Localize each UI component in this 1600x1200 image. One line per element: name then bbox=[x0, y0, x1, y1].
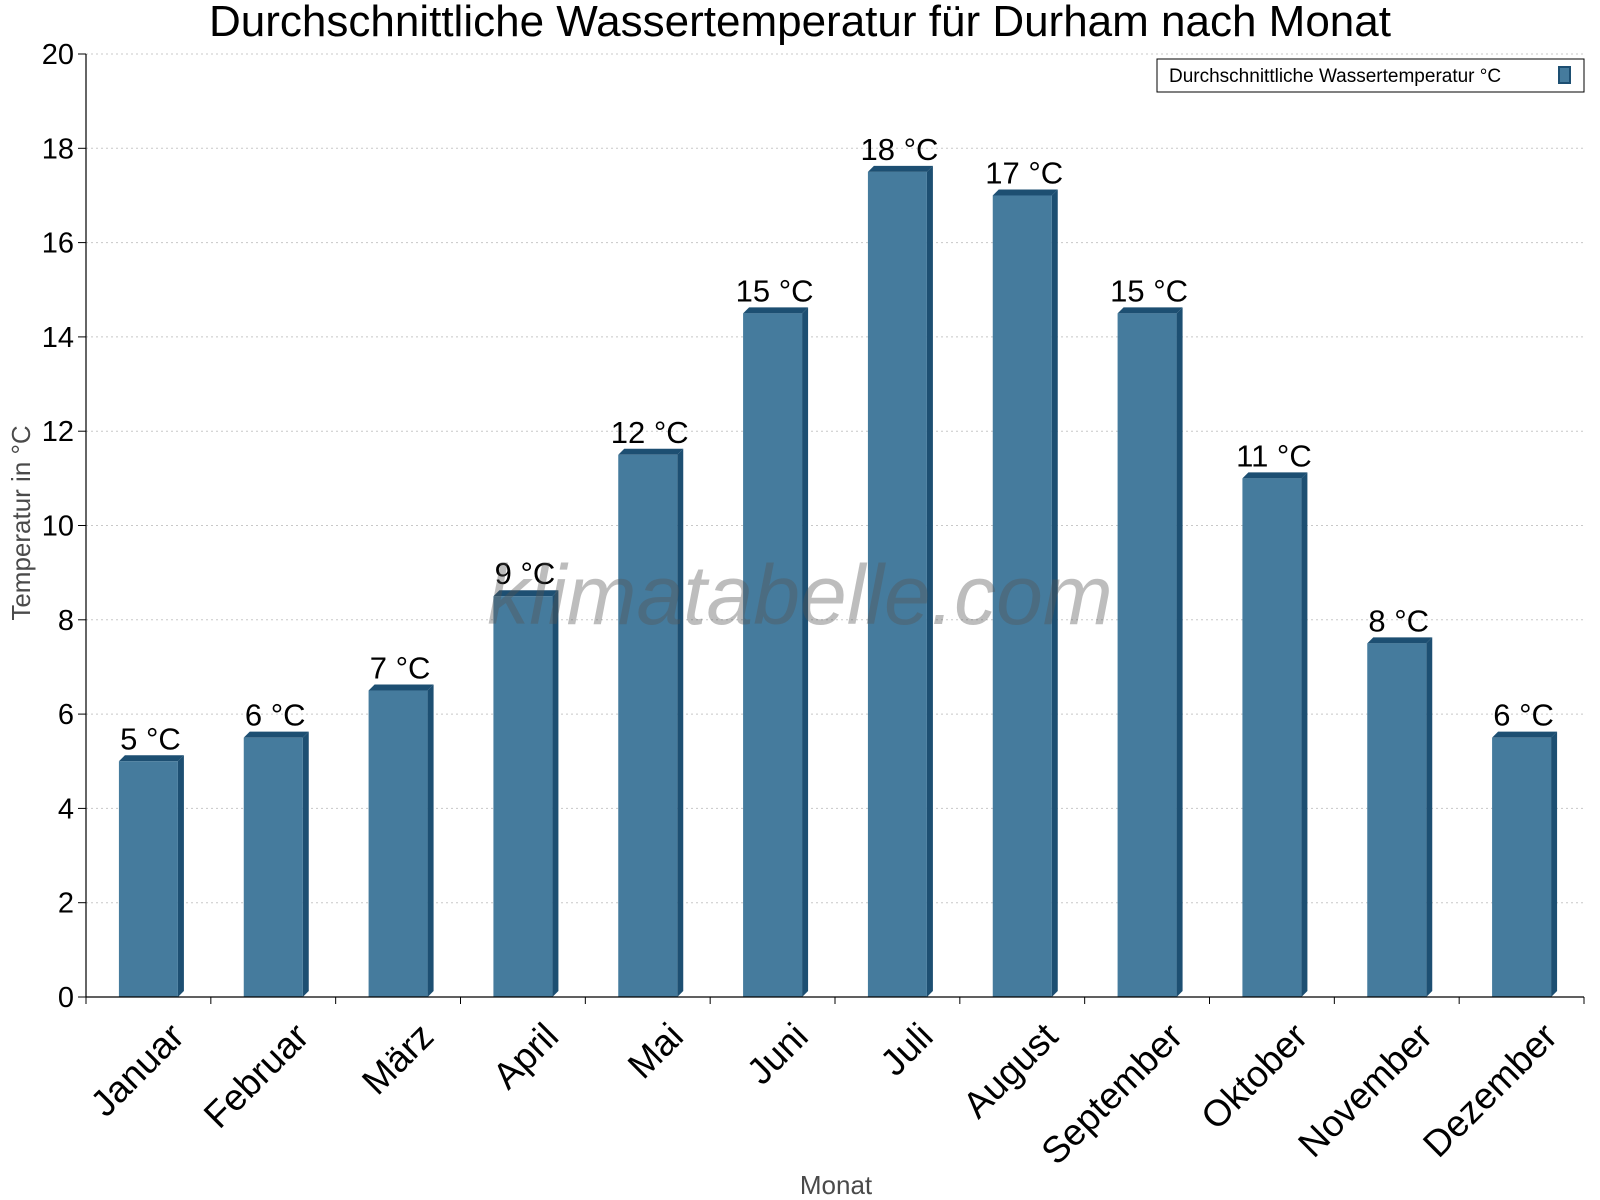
y-tick-label: 2 bbox=[58, 888, 74, 920]
data-label: 6 °C bbox=[1493, 698, 1554, 733]
bar-side bbox=[1176, 307, 1183, 997]
bar-side bbox=[1051, 189, 1058, 997]
y-tick-labels: 0 2 4 6 8 10 12 14 16 18 20 bbox=[42, 39, 74, 1014]
chart-title: Durchschnittliche Wassertemperatur für D… bbox=[209, 0, 1391, 46]
x-tick-labels: Januar Februar März April Mai Juni Juli AugustS… bbox=[83, 1015, 1565, 1172]
x-tick-label: Juni bbox=[739, 1015, 816, 1092]
bar-side bbox=[177, 755, 184, 997]
data-label: 8 °C bbox=[1368, 603, 1429, 638]
y-tick-label: 18 bbox=[42, 133, 74, 165]
bar-front bbox=[992, 195, 1052, 997]
data-label: 17 °C bbox=[985, 155, 1063, 190]
x-tick-label: Oktober bbox=[1193, 1015, 1315, 1137]
bar-top bbox=[867, 165, 933, 172]
x-tick-label: August bbox=[955, 1015, 1066, 1126]
bar-top bbox=[493, 590, 559, 597]
bar-side bbox=[427, 684, 434, 997]
watermark: klimatabelle.com bbox=[487, 548, 1113, 642]
bar-februar[interactable] bbox=[243, 731, 309, 997]
x-tick-label: März bbox=[354, 1015, 441, 1102]
bar-märz[interactable] bbox=[368, 684, 434, 997]
bar-side bbox=[802, 307, 809, 997]
bar-front bbox=[118, 761, 178, 997]
grid-lines bbox=[86, 53, 1584, 904]
bar-side bbox=[926, 165, 933, 997]
bar-top bbox=[1242, 472, 1308, 479]
y-tick-label: 16 bbox=[42, 228, 74, 260]
x-tick-label: November bbox=[1290, 1015, 1440, 1165]
data-label: 15 °C bbox=[1110, 273, 1188, 308]
data-labels: 5 °C 6 °C 7 °C 9 °C 12 °C 15 °C 18 °C 17 °C 15 °… bbox=[120, 132, 1554, 756]
bar-front bbox=[368, 690, 428, 997]
bar-front bbox=[1492, 737, 1552, 997]
bars bbox=[118, 165, 1558, 998]
bar-top bbox=[618, 448, 684, 455]
bar-side bbox=[1426, 637, 1433, 997]
bar-top bbox=[243, 731, 309, 738]
y-tick-label: 8 bbox=[58, 605, 74, 637]
bar-front bbox=[493, 596, 553, 997]
bar-top bbox=[118, 755, 184, 762]
y-axis-title: Temperatur in °C bbox=[6, 425, 36, 620]
bar-dezember[interactable] bbox=[1492, 731, 1558, 997]
y-tick-label: 4 bbox=[58, 793, 74, 825]
bar-side bbox=[302, 731, 309, 997]
data-label: 12 °C bbox=[611, 415, 689, 450]
y-tick-label: 14 bbox=[42, 322, 74, 354]
bar-oktober[interactable] bbox=[1242, 472, 1308, 998]
y-tick-label: 10 bbox=[42, 511, 74, 543]
data-label: 7 °C bbox=[370, 651, 431, 686]
bar-april[interactable] bbox=[493, 590, 559, 997]
y-tick-label: 0 bbox=[58, 982, 74, 1014]
bar-front bbox=[618, 454, 678, 997]
data-label: 9 °C bbox=[495, 556, 556, 591]
data-label: 5 °C bbox=[120, 721, 181, 756]
bar-september[interactable] bbox=[1117, 307, 1183, 997]
bar-mai[interactable] bbox=[618, 448, 684, 997]
bar-side bbox=[677, 448, 684, 997]
x-tick-label: Juli bbox=[872, 1015, 940, 1083]
x-tick-label: Dezember bbox=[1415, 1015, 1565, 1165]
bar-top bbox=[368, 684, 434, 691]
bar-front bbox=[867, 171, 927, 997]
legend-box bbox=[1156, 58, 1585, 93]
axes bbox=[78, 53, 1585, 1004]
bar-november[interactable] bbox=[1367, 637, 1433, 997]
y-tick-label: 20 bbox=[42, 39, 74, 71]
bar-side bbox=[1551, 731, 1558, 997]
bar-august[interactable] bbox=[992, 189, 1058, 997]
bar-front bbox=[1117, 313, 1177, 997]
bar-front bbox=[743, 313, 803, 997]
x-tick-label: Mai bbox=[620, 1015, 691, 1086]
bar-side bbox=[1301, 472, 1308, 998]
legend[interactable]: Durchschnittliche Wassertemperatur °C bbox=[1156, 58, 1585, 93]
bar-januar[interactable] bbox=[118, 755, 184, 997]
x-axis-title: Monat bbox=[800, 1170, 873, 1200]
bar-juni[interactable] bbox=[743, 307, 809, 997]
x-tick-label: Februar bbox=[196, 1015, 317, 1136]
bar-top bbox=[1367, 637, 1433, 644]
bar-side bbox=[552, 590, 559, 997]
y-tick-label: 12 bbox=[42, 416, 74, 448]
bar-front bbox=[243, 737, 303, 997]
data-label: 18 °C bbox=[860, 132, 938, 167]
bar-top bbox=[743, 307, 809, 314]
data-label: 6 °C bbox=[245, 698, 306, 733]
bar-top bbox=[992, 189, 1058, 196]
bar-top bbox=[1117, 307, 1183, 314]
data-label: 15 °C bbox=[736, 273, 814, 308]
legend-swatch bbox=[1558, 66, 1571, 84]
bar-front bbox=[1367, 643, 1427, 997]
bar-top bbox=[1492, 731, 1558, 738]
x-tick-label: April bbox=[485, 1015, 566, 1096]
legend-label: Durchschnittliche Wassertemperatur °C bbox=[1169, 66, 1501, 87]
bar-juli[interactable] bbox=[867, 165, 933, 997]
y-tick-label: 6 bbox=[58, 699, 74, 731]
data-label: 11 °C bbox=[1236, 438, 1312, 473]
x-tick-label: Januar bbox=[83, 1015, 192, 1124]
bar-front bbox=[1242, 478, 1302, 998]
